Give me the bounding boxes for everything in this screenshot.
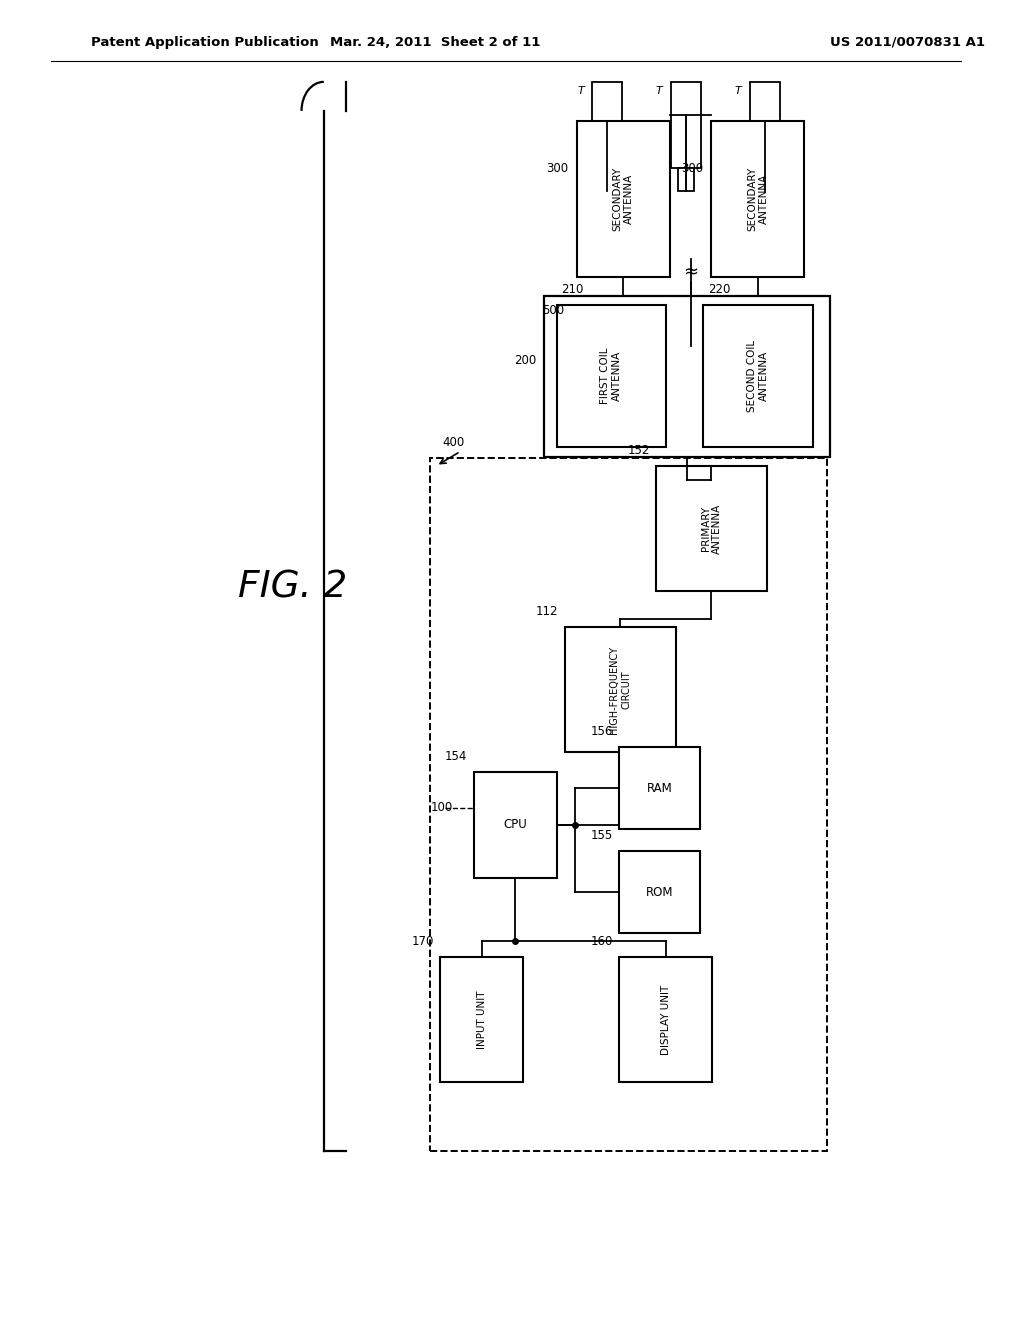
Text: 100: 100 <box>431 801 454 814</box>
FancyBboxPatch shape <box>545 296 829 457</box>
Text: 300: 300 <box>547 161 568 174</box>
FancyBboxPatch shape <box>620 957 713 1082</box>
Text: 220: 220 <box>709 282 731 296</box>
Text: 152: 152 <box>628 444 649 457</box>
FancyBboxPatch shape <box>620 747 700 829</box>
FancyBboxPatch shape <box>599 168 615 191</box>
FancyBboxPatch shape <box>655 466 767 591</box>
Text: DISPLAY UNIT: DISPLAY UNIT <box>660 985 671 1055</box>
Text: RAM: RAM <box>647 781 673 795</box>
FancyBboxPatch shape <box>620 851 700 933</box>
Text: SECONDARY
ANTENNA: SECONDARY ANTENNA <box>612 168 634 231</box>
Text: 200: 200 <box>514 354 537 367</box>
FancyBboxPatch shape <box>678 168 694 191</box>
Text: INPUT UNIT: INPUT UNIT <box>476 990 486 1049</box>
Text: Patent Application Publication: Patent Application Publication <box>91 36 318 49</box>
Text: 156: 156 <box>591 725 613 738</box>
Text: 170: 170 <box>412 935 434 948</box>
FancyBboxPatch shape <box>712 121 805 277</box>
Text: 300: 300 <box>681 161 703 174</box>
Text: HIGH-FREQUENCY
CIRCUIT: HIGH-FREQUENCY CIRCUIT <box>609 645 631 734</box>
Text: FIRST COIL
ANTENNA: FIRST COIL ANTENNA <box>600 348 622 404</box>
Text: PRIMARY
ANTENNA: PRIMARY ANTENNA <box>700 503 722 554</box>
FancyBboxPatch shape <box>592 82 623 168</box>
Text: FIG. 2: FIG. 2 <box>238 569 347 606</box>
FancyBboxPatch shape <box>473 772 556 878</box>
Text: SECONDARY
ANTENNA: SECONDARY ANTENNA <box>748 168 769 231</box>
Text: 400: 400 <box>442 436 465 449</box>
FancyBboxPatch shape <box>440 957 523 1082</box>
Text: T: T <box>656 86 663 96</box>
FancyBboxPatch shape <box>556 305 666 447</box>
FancyBboxPatch shape <box>703 305 812 447</box>
Text: 160: 160 <box>591 935 613 948</box>
FancyBboxPatch shape <box>564 627 676 752</box>
Text: T: T <box>578 86 584 96</box>
Text: 155: 155 <box>591 829 613 842</box>
FancyBboxPatch shape <box>430 458 826 1151</box>
Text: T: T <box>735 86 741 96</box>
Text: ROM: ROM <box>646 886 674 899</box>
FancyBboxPatch shape <box>757 168 773 191</box>
Text: 500: 500 <box>543 304 564 317</box>
Text: 210: 210 <box>561 282 584 296</box>
Text: 112: 112 <box>536 605 558 618</box>
Text: ≈: ≈ <box>683 263 698 281</box>
Text: SECOND COIL
ANTENNA: SECOND COIL ANTENNA <box>748 341 769 412</box>
FancyBboxPatch shape <box>577 121 670 277</box>
Text: CPU: CPU <box>503 818 527 832</box>
Text: US 2011/0070831 A1: US 2011/0070831 A1 <box>829 36 985 49</box>
FancyBboxPatch shape <box>671 82 701 168</box>
FancyBboxPatch shape <box>750 82 780 168</box>
Text: Mar. 24, 2011  Sheet 2 of 11: Mar. 24, 2011 Sheet 2 of 11 <box>330 36 541 49</box>
Text: 154: 154 <box>445 750 468 763</box>
